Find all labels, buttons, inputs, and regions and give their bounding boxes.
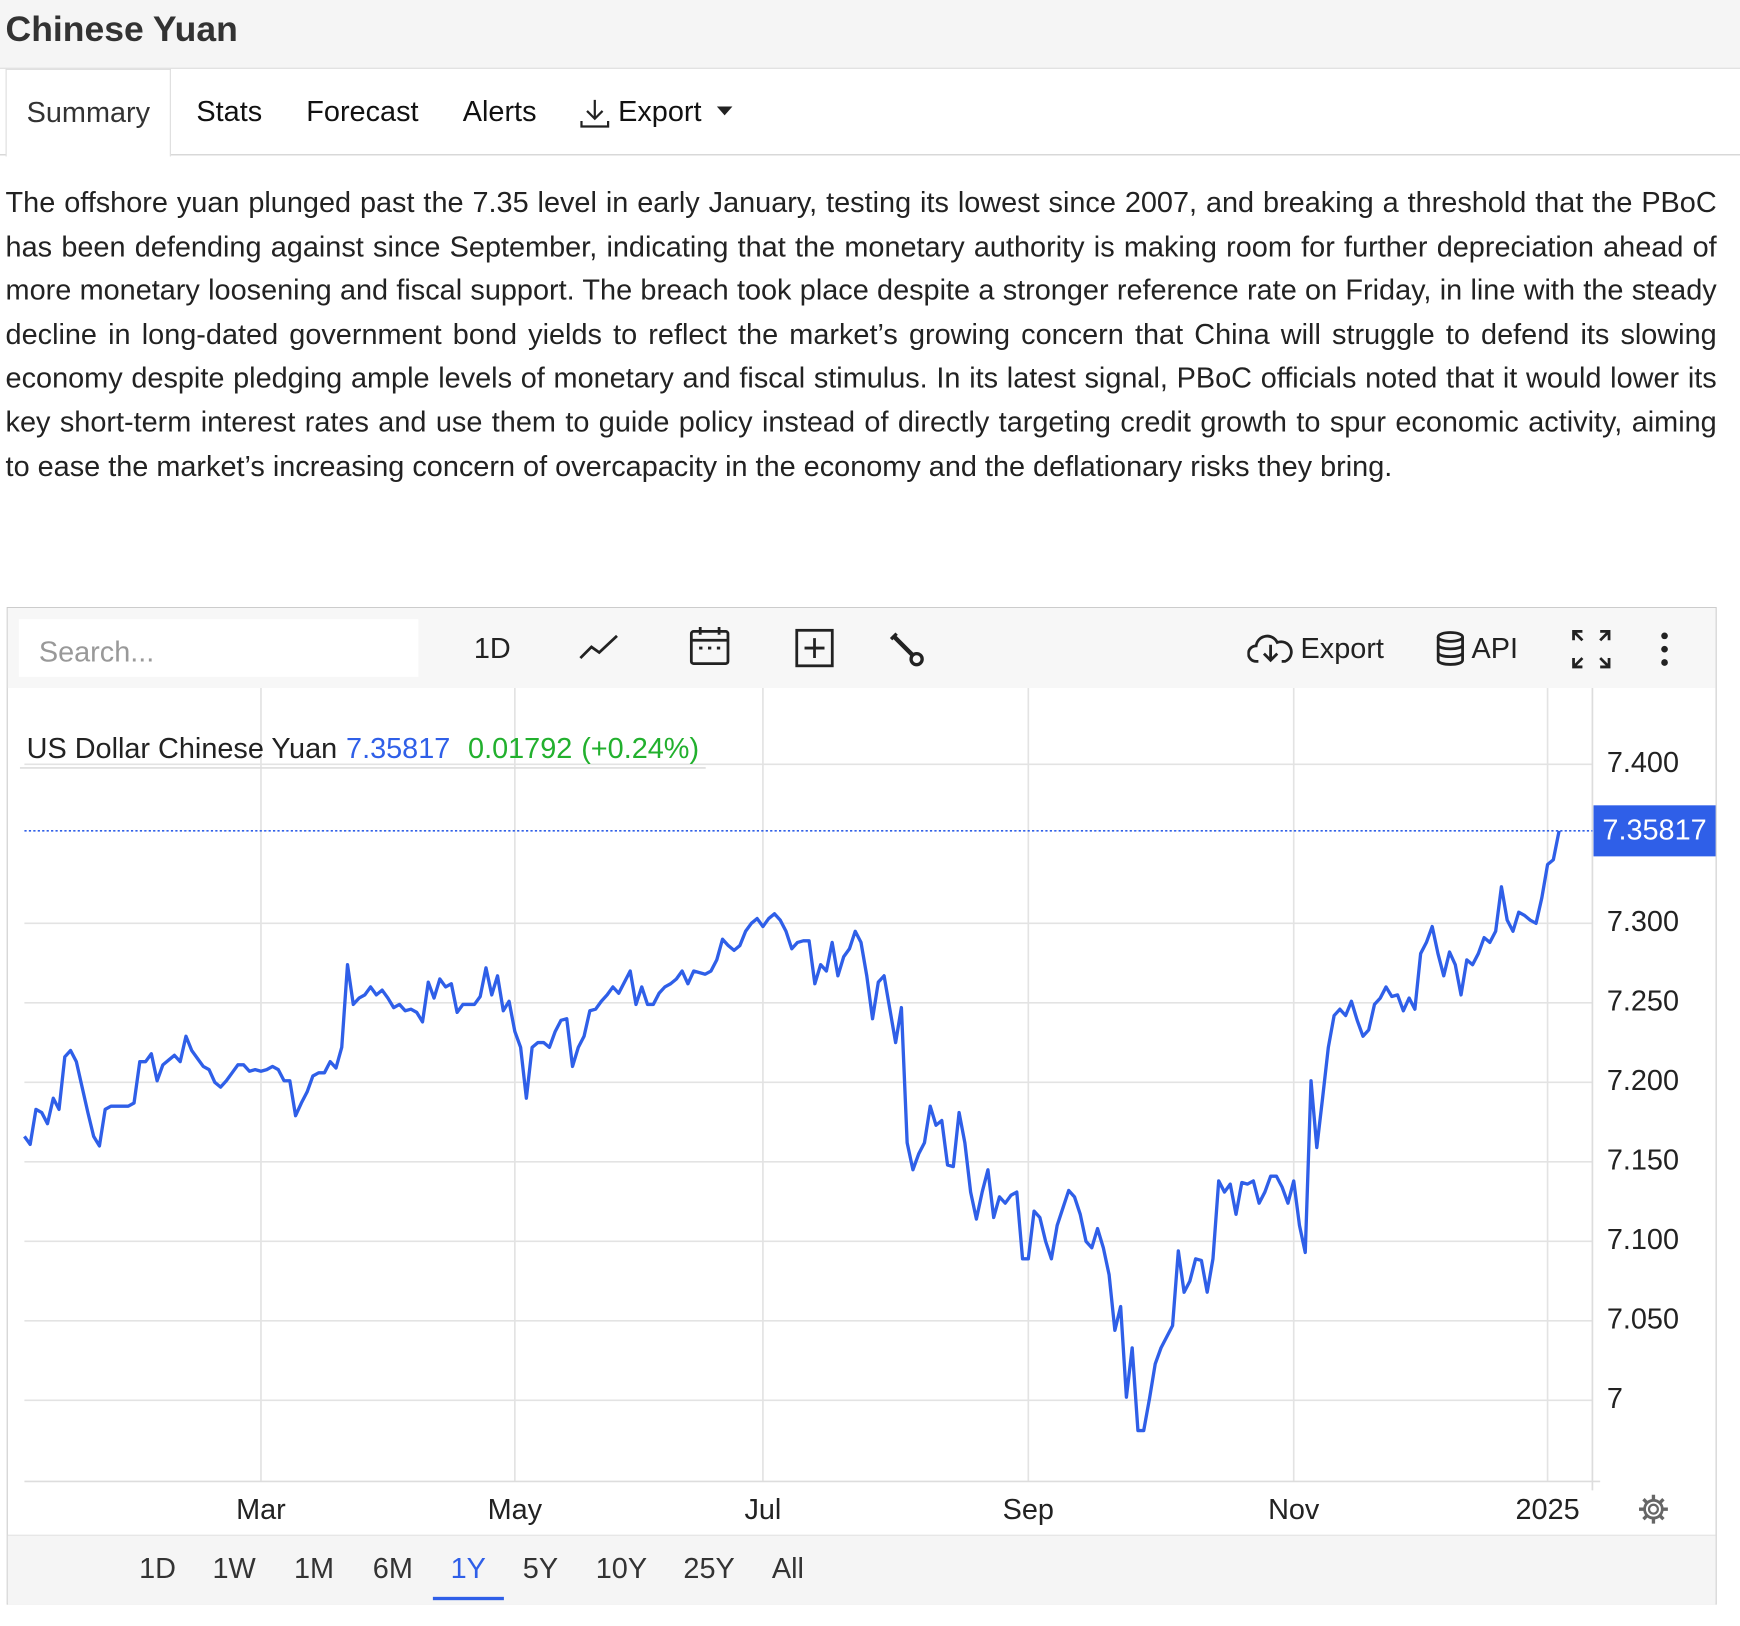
legend-change-percent: (+0.24%) <box>581 733 699 765</box>
x-tick-label: Jul <box>744 1494 781 1526</box>
range-button[interactable]: 1Y <box>432 1551 504 1601</box>
api-icon[interactable] <box>1435 630 1466 668</box>
x-tick-label: Mar <box>236 1494 286 1526</box>
settings-icon[interactable] <box>1639 1494 1668 1524</box>
interval-button[interactable]: 1D <box>473 631 511 665</box>
range-button[interactable]: 6M <box>372 1551 413 1585</box>
legend-change: 0.01792 <box>468 733 572 765</box>
range-button[interactable]: 1D <box>139 1551 177 1585</box>
range-button[interactable]: 5Y <box>522 1551 559 1585</box>
series-line <box>23 830 1561 1433</box>
range-button[interactable]: 1M <box>293 1551 335 1585</box>
range-button[interactable]: All <box>771 1551 804 1585</box>
range-bar <box>7 1534 1716 1605</box>
legend-value: 7.35817 <box>346 733 450 765</box>
y-tick-label: 7.050 <box>1607 1303 1679 1335</box>
last-value-tag <box>1593 805 1716 857</box>
legend: US Dollar Chinese Yuan 7.35817 0.01792 (+0.… <box>27 733 699 765</box>
y-tick-label: 7.300 <box>1607 906 1679 938</box>
y-tick-label: 7 <box>1607 1383 1623 1415</box>
add-indicator-icon[interactable] <box>795 628 835 668</box>
y-tick-label: 7.250 <box>1607 985 1679 1017</box>
legend-name: US Dollar Chinese Yuan <box>27 733 338 765</box>
last-value-label: 7.35817 <box>1602 815 1706 847</box>
header: Chinese Yuan <box>0 0 1740 69</box>
tab[interactable]: Forecast <box>306 94 419 128</box>
export-icon[interactable] <box>1247 630 1294 666</box>
search-input[interactable]: Search... <box>18 619 419 677</box>
range-button[interactable]: 1W <box>212 1551 256 1585</box>
fullscreen-icon[interactable] <box>1570 628 1612 670</box>
y-tick-label: 7.200 <box>1607 1065 1679 1097</box>
y-tick-label: 7.150 <box>1607 1144 1679 1176</box>
tab[interactable]: Export <box>618 94 702 128</box>
export-button[interactable]: Export <box>1300 631 1384 665</box>
more-icon[interactable] <box>1653 630 1675 668</box>
range-button[interactable]: 10Y <box>595 1551 648 1585</box>
x-tick-label: Nov <box>1268 1494 1320 1526</box>
x-tick-label: May <box>488 1494 543 1526</box>
x-tick-label: 2025 <box>1515 1494 1579 1526</box>
chart-panel <box>6 607 1717 1605</box>
y-tick-label: 7.400 <box>1607 747 1679 779</box>
tab[interactable]: Stats <box>196 94 263 128</box>
caret-icon <box>716 106 733 116</box>
calendar-icon[interactable] <box>689 625 731 667</box>
tab[interactable]: Alerts <box>462 94 537 128</box>
page-title: Chinese Yuan <box>5 8 238 49</box>
y-tick-label: 7.100 <box>1607 1224 1679 1256</box>
tools-icon[interactable] <box>888 630 928 670</box>
download-icon <box>580 99 610 128</box>
range-button[interactable]: 25Y <box>683 1551 735 1585</box>
api-button[interactable]: API <box>1471 631 1518 665</box>
tab-bar: Summary Stats Forecast Alerts Export <box>0 68 1740 157</box>
summary-text: The offshore yuan plunged past the 7.35 … <box>5 185 1717 483</box>
tab[interactable]: Summary <box>5 68 172 157</box>
chart-type-icon[interactable] <box>577 630 621 663</box>
x-tick-label: Sep <box>1003 1494 1054 1526</box>
